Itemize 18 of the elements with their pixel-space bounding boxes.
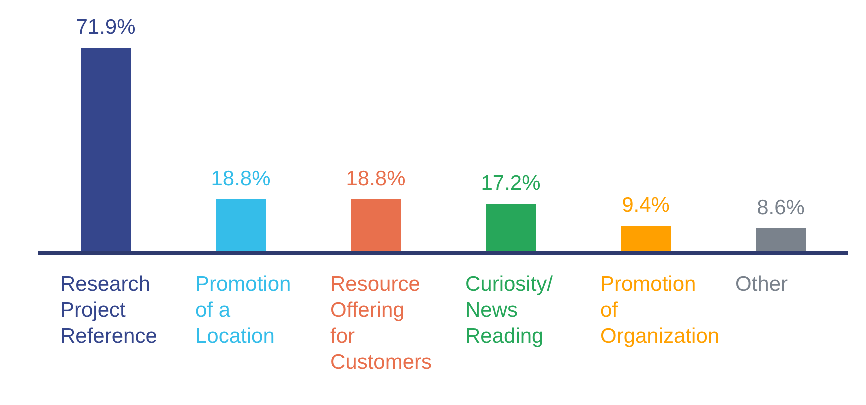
x-tick-label: Promotion of a Location — [196, 273, 292, 348]
x-tick-label: Promotion of Organization — [600, 273, 720, 348]
bar — [216, 199, 266, 253]
data-label: 9.4% — [622, 194, 670, 218]
x-tick-label: Other — [736, 273, 788, 296]
bar — [486, 204, 536, 253]
x-tick-label: Resource Offering for Customers — [330, 273, 432, 374]
x-tick-label: Research Project Reference — [60, 273, 158, 348]
data-label: 18.8% — [211, 167, 271, 190]
bar — [351, 199, 401, 253]
data-label: 71.9% — [76, 16, 136, 39]
data-label: 8.6% — [757, 196, 805, 220]
x-tick-label: Curiosity/ News Reading — [466, 273, 554, 348]
data-label: 17.2% — [481, 172, 541, 195]
data-label: 18.8% — [346, 167, 406, 190]
bar — [81, 48, 131, 253]
bar — [756, 228, 806, 253]
bar — [621, 226, 671, 253]
